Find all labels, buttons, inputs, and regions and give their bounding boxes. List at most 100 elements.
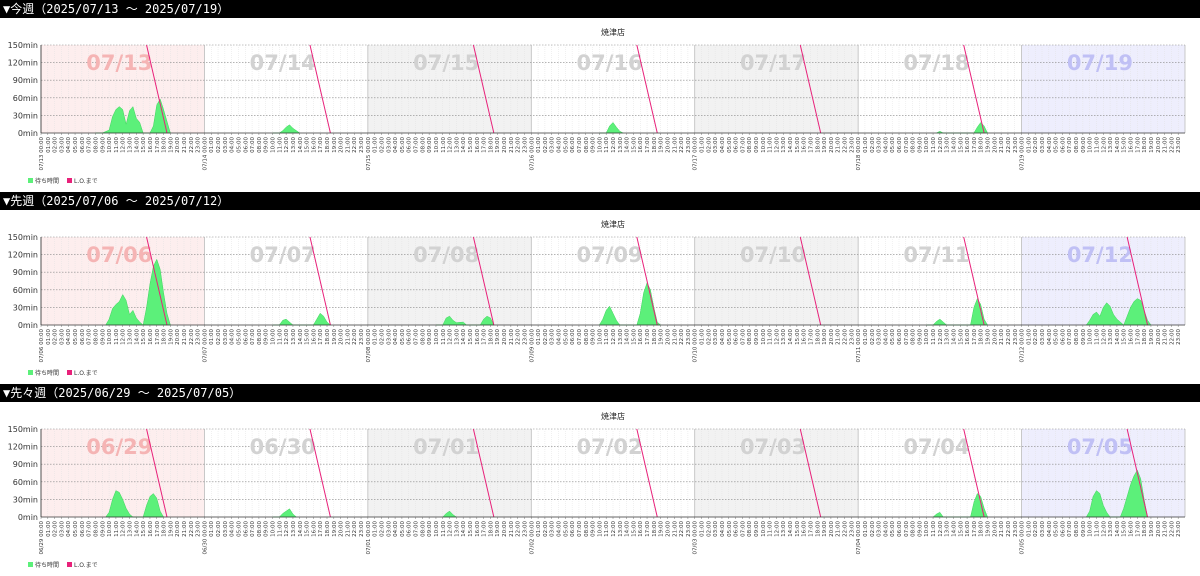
x-tick-label: 12:00 (448, 137, 454, 153)
x-tick-label: 05:00 (1054, 521, 1060, 537)
x-tick-label: 03:00 (1040, 521, 1046, 537)
x-tick-label: 05:00 (400, 329, 406, 345)
x-tick-label: 20:00 (829, 521, 835, 537)
day-label: 07/09 (577, 243, 643, 267)
x-tick-label: 05:00 (890, 521, 896, 537)
x-tick-label: 22:00 (843, 137, 849, 153)
x-tick-label: 18:00 (488, 329, 494, 345)
wait-time-area (95, 98, 171, 134)
x-tick-label: 10:00 (924, 521, 930, 537)
x-tick-label: 07/05 00:00 (1020, 521, 1026, 555)
x-tick-label: 18:00 (979, 521, 985, 537)
x-tick-label: 19:00 (822, 137, 828, 153)
last-order-line (146, 236, 168, 326)
x-tick-label: 16:00 (802, 329, 808, 345)
x-tick-label: 07:00 (1067, 329, 1073, 345)
y-tick-label: 150min (8, 41, 38, 50)
x-tick-label: 04:00 (883, 329, 889, 345)
x-tick-label: 03:00 (223, 329, 229, 345)
last-order-line (963, 44, 985, 134)
x-tick-label: 07:00 (740, 521, 746, 537)
x-tick-label: 17:00 (482, 137, 488, 153)
x-tick-label: 01:00 (46, 137, 52, 153)
x-tick-label: 11:00 (441, 521, 447, 537)
x-tick-label: 07:00 (904, 521, 910, 537)
legend-label-lo: L.O.まで (74, 562, 98, 569)
x-tick-label: 04:00 (66, 329, 72, 345)
x-tick-label: 07:00 (414, 137, 420, 153)
x-tick-label: 18:00 (979, 329, 985, 345)
last-order-line (1126, 236, 1149, 326)
x-tick-label: 02:00 (870, 137, 876, 153)
y-tick-label: 150min (8, 425, 38, 434)
x-tick-label: 05:00 (563, 137, 569, 153)
legend-swatch-wait (28, 370, 33, 375)
week-header: ▼今週（2025/07/13 ～ 2025/07/19） (0, 0, 1200, 18)
x-tick-label: 19:00 (332, 521, 338, 537)
x-tick-label: 01:00 (863, 137, 869, 153)
x-tick-label: 13:00 (781, 521, 787, 537)
x-tick-label: 20:00 (829, 329, 835, 345)
x-tick-label: 10:00 (107, 137, 113, 153)
x-tick-label: 07/06 00:00 (39, 329, 45, 363)
wait-time-chart: 0min 30min 60min 90min 120min 150min 06/29 06/3… (8, 411, 1186, 569)
x-tick-label: 07/17 00:00 (693, 137, 699, 171)
x-tick-label: 12:00 (448, 329, 454, 345)
x-tick-label: 22:00 (352, 137, 358, 153)
x-tick-label: 17:00 (155, 329, 161, 345)
x-tick-label: 21:00 (345, 521, 351, 537)
x-tick-label: 04:00 (883, 137, 889, 153)
x-tick-label: 07/03 00:00 (693, 521, 699, 555)
x-tick-label: 09:00 (754, 137, 760, 153)
x-tick-label: 12:00 (284, 521, 290, 537)
x-tick-label: 23:00 (522, 137, 528, 153)
x-tick-label: 05:00 (236, 329, 242, 345)
y-tick-label: 60min (13, 478, 38, 487)
x-tick-label: 09:00 (264, 137, 270, 153)
x-tick-label: 17:00 (318, 521, 324, 537)
x-tick-label: 18:00 (652, 137, 658, 153)
x-tick-label: 10:00 (924, 329, 930, 345)
x-tick-label: 01:00 (1026, 329, 1032, 345)
x-tick-label: 09:00 (100, 521, 106, 537)
x-tick-label: 06:00 (734, 329, 740, 345)
x-tick-label: 01:00 (46, 329, 52, 345)
x-tick-label: 11:00 (931, 521, 937, 537)
x-tick-label: 08:00 (584, 521, 590, 537)
x-tick-label: 23:00 (359, 137, 365, 153)
x-tick-label: 05:00 (400, 137, 406, 153)
x-tick-label: 13:00 (128, 521, 134, 537)
x-tick-label: 17:00 (808, 521, 814, 537)
y-tick-label: 30min (13, 111, 38, 120)
x-tick-label: 04:00 (883, 521, 889, 537)
x-tick-label: 13:00 (945, 521, 951, 537)
x-tick-label: 18:00 (652, 329, 658, 345)
last-order-line (636, 236, 658, 326)
x-tick-label: 20:00 (1156, 521, 1162, 537)
x-tick-label: 04:00 (557, 521, 563, 537)
x-tick-label: 03:00 (1040, 329, 1046, 345)
x-tick-label: 06:00 (1060, 137, 1066, 153)
x-tick-label: 19:00 (986, 329, 992, 345)
x-tick-label: 06:00 (407, 137, 413, 153)
x-tick-label: 13:00 (781, 137, 787, 153)
x-tick-label: 06:00 (1060, 521, 1066, 537)
x-tick-label: 08:00 (584, 329, 590, 345)
week-section-two-weeks-ago: ▼先々週（2025/06/29 ～ 2025/07/05） 0min 30min 6… (0, 384, 1200, 576)
x-tick-label: 23:00 (522, 329, 528, 345)
x-tick-label: 20:00 (502, 329, 508, 345)
x-tick-label: 02:00 (706, 329, 712, 345)
x-tick-label: 21:00 (672, 329, 678, 345)
x-tick-label: 20:00 (502, 521, 508, 537)
wait-time-area (936, 122, 988, 134)
x-tick-label: 16:00 (148, 521, 154, 537)
x-tick-label: 23:00 (359, 329, 365, 345)
x-tick-label: 14:00 (1115, 137, 1121, 153)
x-tick-label: 11:00 (114, 521, 120, 537)
x-tick-label: 03:00 (550, 137, 556, 153)
x-tick-label: 01:00 (46, 521, 52, 537)
x-tick-label: 04:00 (1047, 137, 1053, 153)
legend-swatch-lo (67, 178, 72, 183)
x-tick-label: 08:00 (257, 521, 263, 537)
x-tick-label: 17:00 (1135, 521, 1141, 537)
